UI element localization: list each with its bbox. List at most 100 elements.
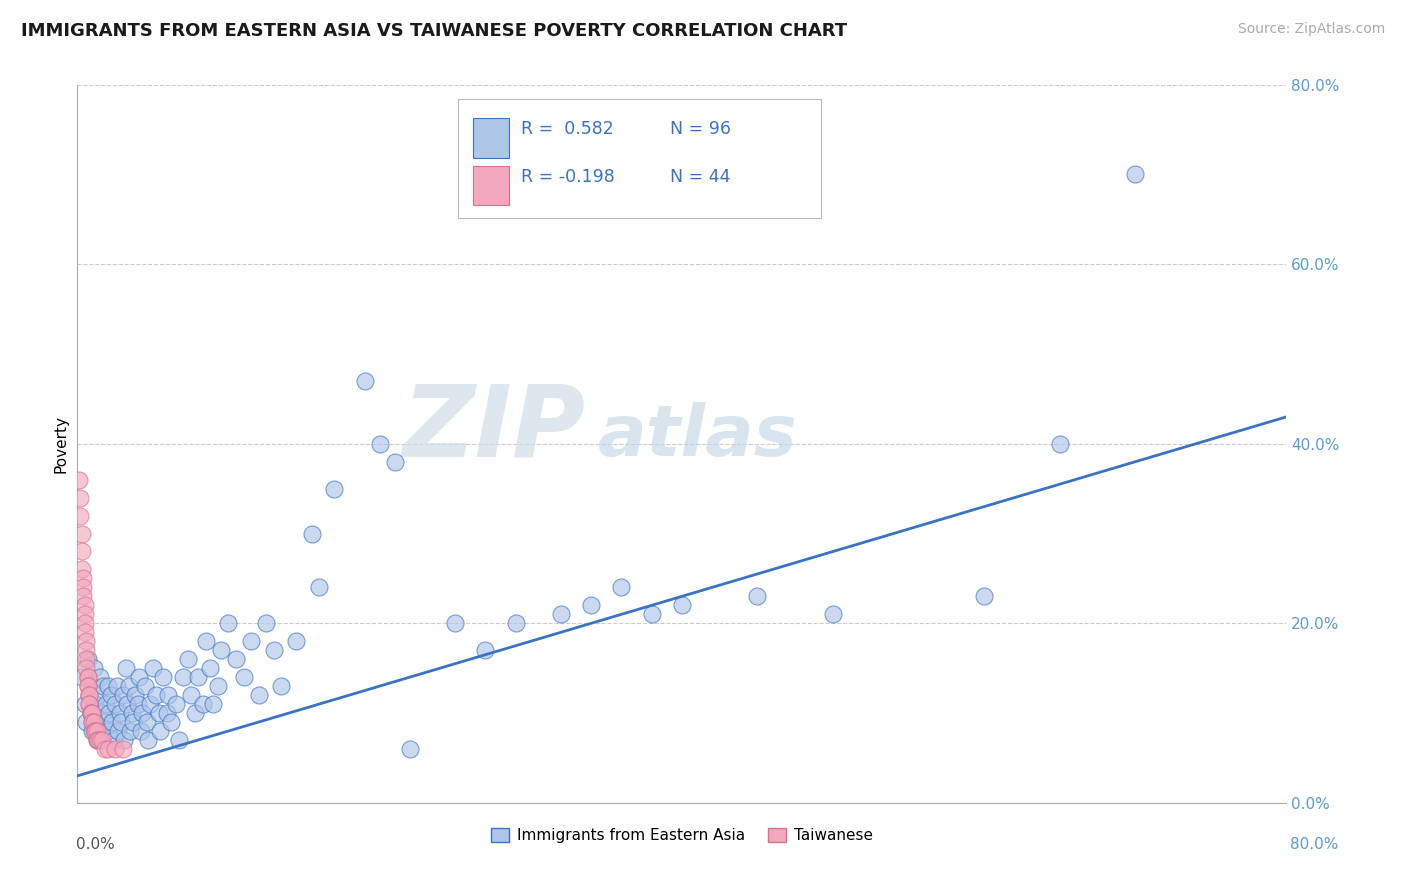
Point bbox=[184, 706, 207, 720]
Point bbox=[79, 688, 101, 702]
Point bbox=[101, 714, 124, 729]
Point bbox=[84, 697, 107, 711]
Point bbox=[84, 714, 107, 729]
Point bbox=[641, 607, 664, 622]
Point bbox=[671, 599, 693, 613]
Point bbox=[118, 679, 141, 693]
Point bbox=[128, 670, 150, 684]
Point bbox=[129, 724, 152, 739]
Point bbox=[79, 688, 101, 702]
Point bbox=[73, 697, 96, 711]
Point bbox=[86, 733, 108, 747]
Point bbox=[111, 742, 134, 756]
Point bbox=[187, 670, 209, 684]
Point bbox=[89, 733, 111, 747]
Text: ZIP: ZIP bbox=[402, 381, 585, 478]
Point bbox=[180, 688, 202, 702]
Point bbox=[80, 706, 103, 720]
Point bbox=[263, 643, 285, 657]
Point bbox=[105, 679, 128, 693]
Point bbox=[73, 599, 96, 613]
Point bbox=[77, 670, 100, 684]
Text: R =  0.582: R = 0.582 bbox=[522, 120, 614, 137]
FancyBboxPatch shape bbox=[458, 99, 821, 218]
Point bbox=[84, 724, 107, 739]
Point bbox=[368, 436, 391, 450]
Point bbox=[91, 679, 114, 693]
Point bbox=[152, 670, 174, 684]
Point bbox=[270, 679, 292, 693]
Point bbox=[80, 706, 103, 720]
Point bbox=[747, 590, 769, 604]
Point bbox=[79, 697, 101, 711]
Point bbox=[96, 742, 118, 756]
Text: IMMIGRANTS FROM EASTERN ASIA VS TAIWANESE POVERTY CORRELATION CHART: IMMIGRANTS FROM EASTERN ASIA VS TAIWANES… bbox=[21, 22, 848, 40]
Point bbox=[96, 679, 118, 693]
Point bbox=[114, 661, 136, 675]
Point bbox=[308, 581, 330, 595]
Point bbox=[209, 643, 232, 657]
Point bbox=[75, 652, 97, 666]
Point bbox=[90, 733, 112, 747]
Point bbox=[202, 697, 225, 711]
Point bbox=[155, 706, 177, 720]
Point bbox=[89, 670, 111, 684]
Point bbox=[254, 616, 277, 631]
Point bbox=[70, 562, 93, 576]
Point bbox=[70, 526, 93, 541]
Point bbox=[115, 697, 138, 711]
Point bbox=[200, 661, 222, 675]
Point bbox=[172, 670, 194, 684]
Point bbox=[77, 679, 100, 693]
Point bbox=[75, 661, 97, 675]
Bar bbox=[472, 166, 509, 205]
Point bbox=[83, 724, 105, 739]
Point bbox=[107, 724, 129, 739]
Point bbox=[149, 724, 172, 739]
Y-axis label: Poverty: Poverty bbox=[53, 415, 69, 473]
Point bbox=[94, 697, 117, 711]
Point bbox=[80, 706, 103, 720]
Point bbox=[82, 714, 104, 729]
Point bbox=[505, 616, 527, 631]
Point bbox=[75, 714, 97, 729]
Point bbox=[100, 688, 122, 702]
Point bbox=[67, 473, 90, 487]
Point bbox=[89, 724, 111, 739]
Point bbox=[77, 670, 100, 684]
Point bbox=[167, 733, 190, 747]
Point bbox=[110, 714, 132, 729]
Point bbox=[69, 508, 91, 523]
Point bbox=[86, 724, 108, 739]
Point bbox=[120, 724, 142, 739]
Point bbox=[73, 607, 96, 622]
Point bbox=[323, 482, 346, 496]
Point bbox=[103, 733, 125, 747]
Point bbox=[83, 661, 105, 675]
Point bbox=[108, 706, 131, 720]
Point bbox=[218, 616, 240, 631]
Point bbox=[79, 697, 101, 711]
Point bbox=[353, 374, 375, 388]
Point bbox=[112, 733, 135, 747]
Point bbox=[135, 714, 157, 729]
Point bbox=[581, 599, 603, 613]
Point bbox=[145, 688, 167, 702]
Point bbox=[93, 714, 115, 729]
Point bbox=[232, 670, 254, 684]
Point bbox=[75, 634, 97, 648]
Text: N = 96: N = 96 bbox=[669, 120, 731, 137]
Point bbox=[90, 706, 112, 720]
Text: atlas: atlas bbox=[598, 402, 797, 471]
Point bbox=[72, 571, 94, 585]
Point bbox=[104, 742, 127, 756]
Point bbox=[86, 733, 108, 747]
Point bbox=[1049, 436, 1071, 450]
Text: Source: ZipAtlas.com: Source: ZipAtlas.com bbox=[1237, 22, 1385, 37]
Point bbox=[70, 670, 93, 684]
Text: 0.0%: 0.0% bbox=[76, 838, 115, 852]
Point bbox=[77, 679, 100, 693]
Point bbox=[121, 706, 143, 720]
Point bbox=[77, 652, 100, 666]
Point bbox=[83, 714, 105, 729]
